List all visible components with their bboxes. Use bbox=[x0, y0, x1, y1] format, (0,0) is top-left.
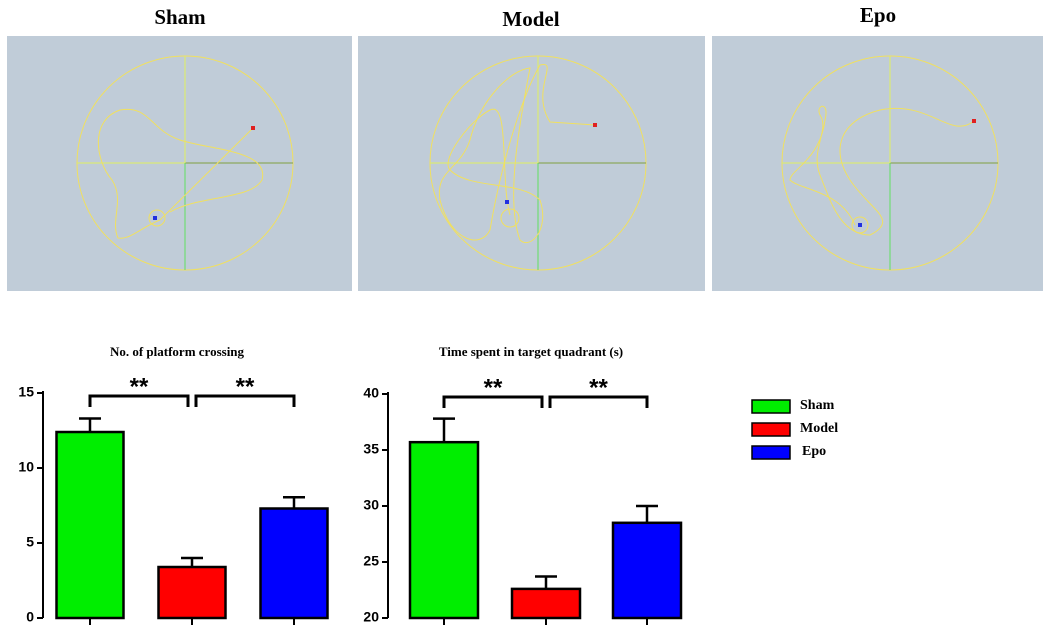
y-tick-label: 40 bbox=[363, 385, 379, 401]
legend-swatch bbox=[752, 446, 790, 459]
bar bbox=[512, 589, 580, 618]
y-tick-label: 30 bbox=[363, 497, 379, 513]
y-tick-label: 0 bbox=[26, 609, 34, 625]
bar bbox=[57, 432, 124, 618]
legend-label: Epo bbox=[802, 444, 826, 459]
bar bbox=[613, 523, 681, 618]
legend-swatch bbox=[752, 400, 790, 413]
bar bbox=[261, 509, 328, 619]
figure: Sham Model Epo N bbox=[0, 0, 1049, 628]
significance-label: ** bbox=[589, 374, 608, 401]
legend-label: Model bbox=[800, 421, 838, 436]
panel-title: Epo bbox=[860, 3, 896, 27]
legend-swatch bbox=[752, 423, 790, 436]
panel-title: Model bbox=[502, 7, 559, 31]
bar bbox=[159, 567, 226, 618]
track-panels: Sham Model Epo bbox=[7, 3, 1043, 291]
significance-label: ** bbox=[130, 373, 149, 400]
y-tick-label: 15 bbox=[18, 384, 34, 400]
bar bbox=[410, 442, 478, 618]
y-tick-label: 25 bbox=[363, 553, 379, 569]
panel-title: Sham bbox=[154, 5, 206, 29]
significance-label: ** bbox=[236, 373, 255, 400]
y-tick-label: 35 bbox=[363, 441, 379, 457]
y-tick-label: 20 bbox=[363, 609, 379, 625]
legend-label: Sham bbox=[800, 398, 835, 413]
chart-title: Time spent in target quadrant (s) bbox=[439, 344, 623, 359]
y-tick-label: 5 bbox=[26, 534, 34, 550]
significance-label: ** bbox=[484, 374, 503, 401]
chart-title: No. of platform crossing bbox=[110, 344, 245, 359]
y-tick-label: 10 bbox=[18, 459, 34, 475]
